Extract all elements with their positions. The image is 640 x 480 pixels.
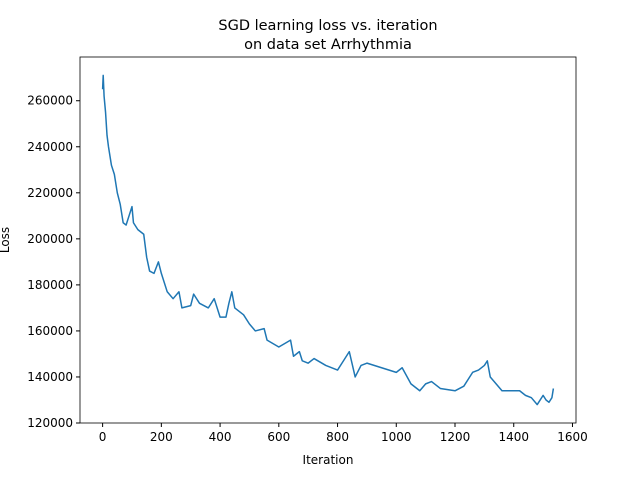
y-tick-label: 240000	[27, 140, 73, 154]
plot-frame	[79, 56, 577, 424]
y-tick-label: 260000	[27, 94, 73, 108]
x-axis-label: Iteration	[303, 453, 354, 467]
x-tick-label: 600	[267, 430, 290, 444]
y-tick-label: 200000	[27, 232, 73, 246]
y-tick-label: 160000	[27, 324, 73, 338]
x-tick-label: 1000	[381, 430, 412, 444]
chart-title: on data set Arrhythmia	[244, 37, 412, 53]
x-tick-label: 1200	[440, 430, 471, 444]
x-tick-label: 1600	[557, 430, 588, 444]
x-tick-label: 800	[326, 430, 349, 444]
x-tick-label: 200	[150, 430, 173, 444]
y-tick-label: 220000	[27, 186, 73, 200]
x-tick-label: 1400	[498, 430, 529, 444]
y-tick-label: 140000	[27, 370, 73, 384]
line	[101, 74, 555, 406]
y-tick-label: 120000	[27, 416, 73, 430]
chart-title: SGD learning loss vs. iteration	[218, 18, 437, 34]
x-tick-label: 0	[99, 430, 107, 444]
y-tick-label: 180000	[27, 278, 73, 292]
y-axis-label: Loss	[0, 227, 12, 253]
x-tick-label: 400	[209, 430, 232, 444]
